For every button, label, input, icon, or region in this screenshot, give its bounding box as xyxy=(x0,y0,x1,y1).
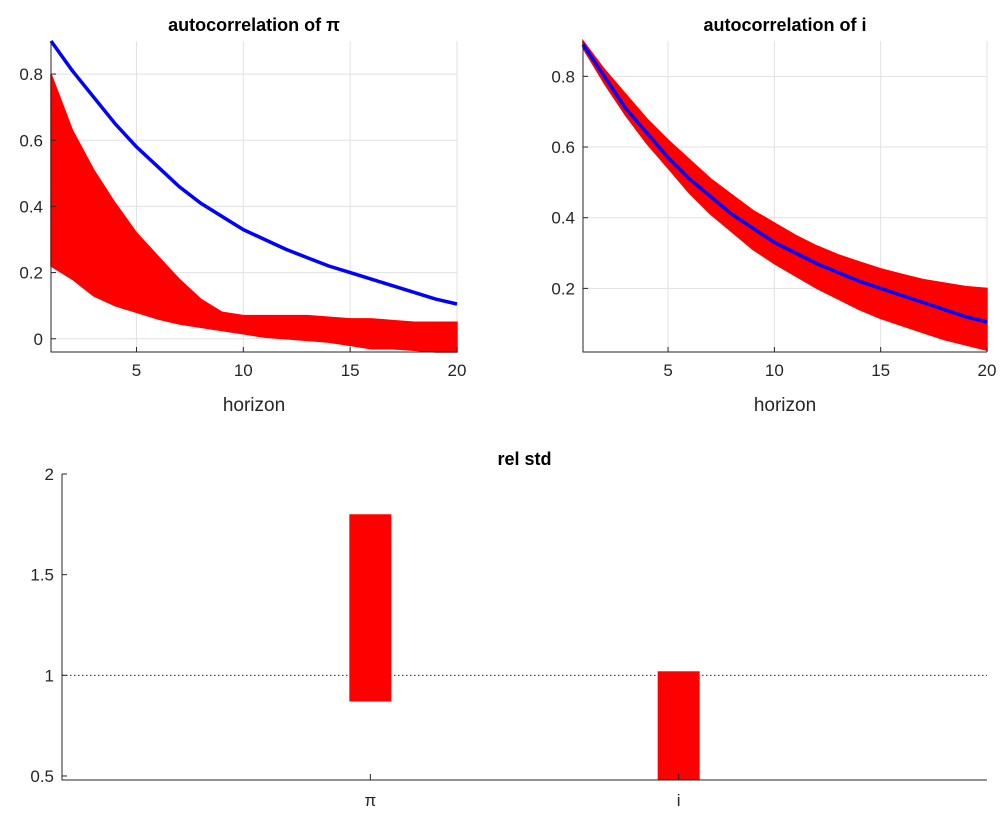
autocorr-i-xtick-label: 15 xyxy=(871,361,890,380)
autocorr-pi-ytick-label: 0.2 xyxy=(19,264,43,283)
autocorr-pi-ytick-label: 0.8 xyxy=(19,65,43,84)
autocorr-i-ytick-label: 0.2 xyxy=(551,279,575,298)
autocorr-i-ytick-label: 0.8 xyxy=(551,67,575,86)
autocorr-pi-axes xyxy=(50,41,457,353)
autocorr-i-title: autocorrelation of i xyxy=(703,15,866,35)
rel-std-ytick-label: 2 xyxy=(45,465,54,484)
rel-std-panel: 0.5 1 1.5 2 π i rel std xyxy=(30,449,987,810)
autocorr-i-ytick-label: 0.4 xyxy=(551,209,575,228)
rel-std-category-label: π xyxy=(364,791,376,810)
autocorr-i-line-series xyxy=(581,43,988,324)
autocorrelation-pi-panel: 5 10 15 20 0 0.2 0.4 0.6 0.8 autocorrelation of π… xyxy=(19,15,466,416)
autocorr-pi-xtick-label: 15 xyxy=(341,361,360,380)
rel-std-title: rel std xyxy=(497,449,551,469)
autocorr-pi-xtick-label: 20 xyxy=(448,361,467,380)
autocorr-pi-ytick-label: 0.4 xyxy=(19,197,43,216)
rel-std-category-label: i xyxy=(677,791,681,810)
autocorr-pi-ytick-label: 0 xyxy=(34,330,43,349)
autocorr-i-xlabel: horizon xyxy=(754,395,816,416)
autocorr-pi-xlabel: horizon xyxy=(223,395,285,416)
autocorr-i-ytick-label: 0.6 xyxy=(551,138,575,157)
rel-std-ytick-label: 0.5 xyxy=(30,767,54,786)
autocorr-i-xtick-label: 5 xyxy=(663,361,672,380)
autocorrelation-i-panel: 5 10 15 20 0.2 0.4 0.6 0.8 autocorrelation of i h… xyxy=(551,15,996,416)
rel-std-axes xyxy=(61,474,987,781)
rel-std-bar xyxy=(349,514,392,702)
rel-std-bar xyxy=(657,671,700,780)
autocorr-pi-band-series xyxy=(50,73,458,353)
autocorr-i-xtick-label: 10 xyxy=(765,361,784,380)
autocorr-pi-line-series xyxy=(49,39,458,306)
autocorr-pi-ytick-label: 0.6 xyxy=(19,131,43,150)
rel-std-ytick-label: 1.5 xyxy=(30,566,54,585)
autocorr-i-xtick-label: 20 xyxy=(978,361,997,380)
autocorr-pi-xtick-label: 10 xyxy=(234,361,253,380)
autocorr-pi-title: autocorrelation of π xyxy=(168,15,340,35)
autocorr-pi-xtick-label: 5 xyxy=(132,361,141,380)
autocorr-i-axes xyxy=(582,41,987,353)
rel-std-ytick-label: 1 xyxy=(45,666,54,685)
